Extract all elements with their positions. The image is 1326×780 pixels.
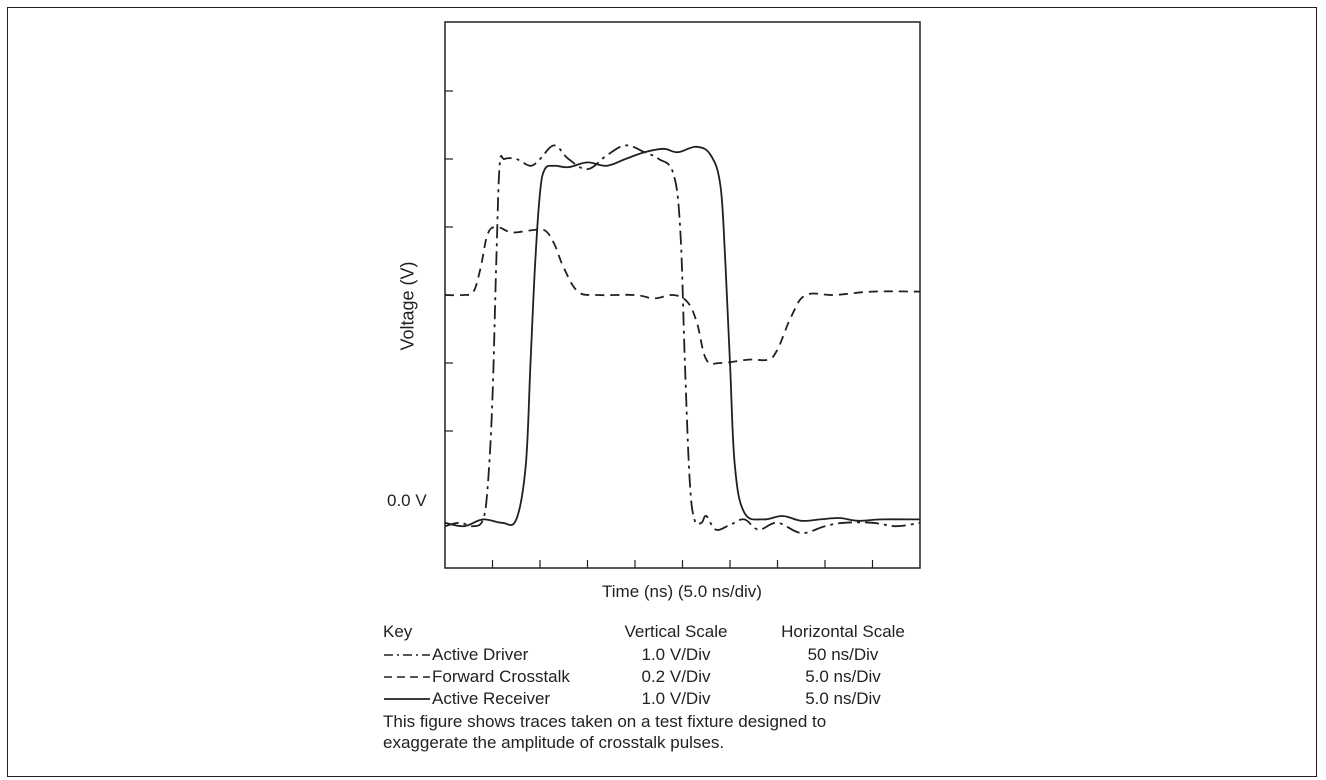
key-horizontal-header: Horizontal Scale — [781, 622, 905, 641]
series-active-driver — [444, 144, 921, 534]
figure-note-line-1: This figure shows traces taken on a test… — [383, 712, 827, 731]
dashed-line-icon — [384, 676, 430, 678]
key-row-horizontal: 5.0 ns/Div — [805, 689, 881, 708]
series-active-receiver — [444, 145, 921, 528]
y-axis-label: Voltage (V) — [397, 261, 418, 351]
series-forward-crosstalk — [444, 226, 921, 365]
key-row-name: Forward Crosstalk — [432, 667, 570, 686]
figure-note-line-2: exaggerate the amplitude of crosstalk pu… — [383, 733, 725, 752]
key-vertical-header: Vertical Scale — [624, 622, 728, 641]
key-row-horizontal: 5.0 ns/Div — [805, 667, 881, 686]
solid-line-icon — [384, 698, 430, 700]
x-axis-label: Time (ns) (5.0 ns/div) — [602, 582, 762, 601]
key-row-horizontal: 50 ns/Div — [807, 645, 879, 664]
key-row-vertical: 1.0 V/Div — [641, 645, 711, 664]
figure-frame — [7, 7, 1317, 777]
key-row-name: Active Driver — [432, 645, 529, 664]
key-title: Key — [383, 622, 413, 641]
key-row-vertical: 0.2 V/Div — [641, 667, 711, 686]
y-zero-label: 0.0 V — [387, 491, 427, 510]
key-row-name: Active Receiver — [432, 689, 551, 708]
dash-dot-line-icon — [384, 654, 430, 656]
key-row-vertical: 1.0 V/Div — [641, 689, 711, 708]
